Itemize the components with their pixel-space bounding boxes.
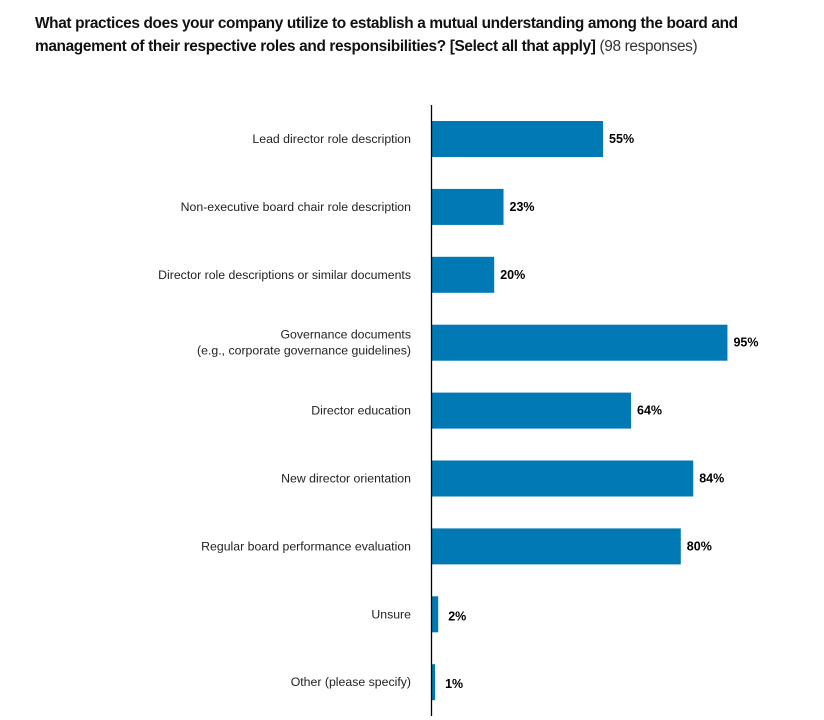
data-label: 1% xyxy=(445,677,463,691)
bar-2 xyxy=(432,188,504,225)
category-label: Director role descriptions or similar do… xyxy=(158,268,411,282)
data-label: 2% xyxy=(448,609,466,623)
bar-3 xyxy=(432,256,495,293)
category-label: Non-executive board chair role descripti… xyxy=(181,200,412,214)
chart-title: What practices does your company utilize… xyxy=(35,12,815,58)
bar-7 xyxy=(432,528,681,565)
category-label: Regular board performance evaluation xyxy=(201,539,411,553)
data-label: 80% xyxy=(687,539,712,553)
data-label: 95% xyxy=(733,336,758,350)
chart-subtitle: (98 responses) xyxy=(599,38,698,55)
category-label: Unsure xyxy=(371,607,411,621)
bar-4 xyxy=(432,324,728,361)
bar-9 xyxy=(432,664,436,701)
data-label: 84% xyxy=(699,472,724,486)
bar-8 xyxy=(432,596,439,633)
data-label: 55% xyxy=(609,132,634,146)
data-label: 64% xyxy=(637,404,662,418)
category-label: Other (please specify) xyxy=(291,675,411,689)
bar-6 xyxy=(432,460,694,497)
bar-1 xyxy=(432,121,604,157)
category-label: Director education xyxy=(311,404,411,418)
data-label: 20% xyxy=(500,268,525,282)
chart-title-text: What practices does your company utilize… xyxy=(35,15,738,55)
data-label: 23% xyxy=(510,200,535,214)
category-label: Lead director role description xyxy=(252,132,411,146)
category-label: Governance documents (e.g., corporate gov… xyxy=(197,328,411,358)
category-label: New director orientation xyxy=(281,472,411,486)
bar-5 xyxy=(432,392,632,429)
